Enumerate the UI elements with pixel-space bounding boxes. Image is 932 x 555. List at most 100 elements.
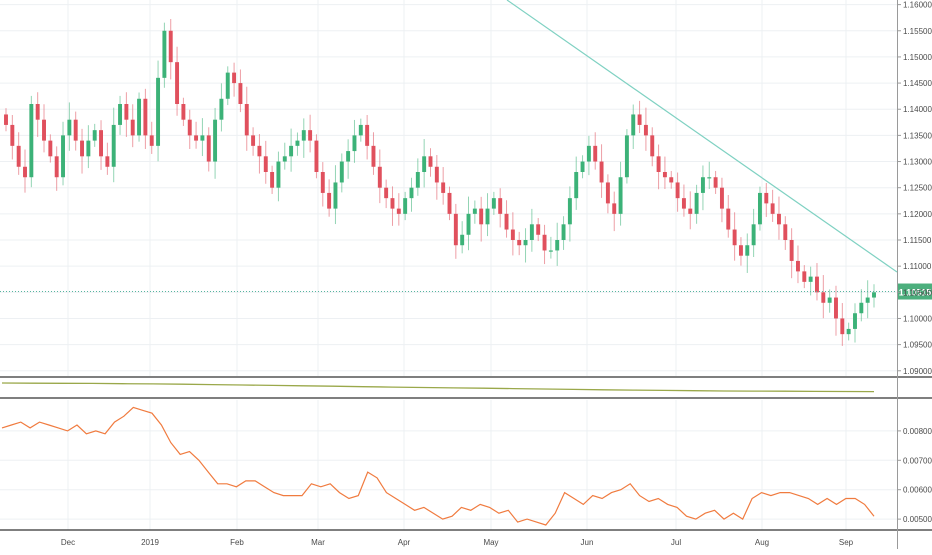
y-tick-label: 1.16000 [903,1,932,10]
candle-up [808,276,813,282]
candle-up [567,198,572,225]
candle-down [637,114,642,125]
candle-up [561,224,566,240]
candle-up [339,161,344,183]
candle-down [105,156,110,167]
indicator-y-tick-label: 0.00800 [903,427,932,436]
candle-up [700,177,705,193]
x-tick-label: Apr [398,538,411,547]
candle-up [548,250,553,252]
candle-down [719,187,724,209]
candle-down [270,172,275,188]
candle-down [377,166,382,188]
candle-up [156,77,161,146]
candle-down [238,83,243,104]
candle-up [358,124,363,136]
upper-indicator-line [1,382,875,393]
lower-indicator-line [1,406,875,526]
x-tick-label: Jun [581,538,594,547]
candle-down [643,124,648,136]
candle-down [371,145,376,167]
candle-down [434,166,439,183]
x-tick-label: Mar [311,538,325,547]
candle-down [599,161,604,183]
y-tick-label: 1.13500 [903,131,932,140]
candle-down [796,260,800,272]
candle-up [872,292,876,298]
y-tick-label: 1.12500 [903,184,932,193]
x-tick-label: Aug [755,538,769,547]
y-tick-label: 1.14500 [903,79,932,88]
candle-down [453,213,458,246]
candle-down [821,292,826,303]
candle-down [650,135,655,157]
candle-down [802,271,807,282]
candle-up [111,124,116,167]
candle-down [390,198,395,209]
candle-up [92,130,97,141]
trendline-layer [506,0,898,273]
candle-down [662,172,667,178]
candle-up [491,198,496,209]
candle-up [276,161,281,188]
y-tick-label: 1.15500 [903,27,932,36]
candle-up [200,135,205,141]
candle-up [827,297,832,303]
last-price-label: 1.10515 [899,288,932,298]
candle-down [770,203,775,214]
candle-down [35,104,40,120]
candle-up [61,135,65,178]
candle-down [54,156,59,178]
candle-down [726,208,731,230]
y-tick-label: 1.10000 [903,314,932,323]
candle-down [479,208,484,225]
x-tick-label: 2019 [141,538,159,547]
candle-down [428,156,433,167]
candlestick-series [4,19,876,346]
candle-down [48,140,53,157]
candle-up [118,104,123,125]
candle-up [137,98,142,136]
candle-down [612,203,617,214]
candle-down [187,119,192,136]
y-tick-label: 1.10500 [903,288,932,297]
candle-up [846,328,851,335]
candle-down [517,240,522,246]
candle-up [472,208,477,214]
candle-down [175,62,180,104]
grid [0,0,897,530]
candle-up [751,224,756,246]
indicator-y-tick-label: 0.00500 [903,515,932,524]
candle-up [618,177,623,214]
candle-up [415,172,420,188]
indicator-y-tick-label: 0.00600 [903,486,932,495]
y-tick-label: 1.14000 [903,105,932,114]
candle-up [523,240,528,246]
candle-up [333,182,338,209]
x-tick-label: May [483,538,498,547]
candle-down [232,72,237,84]
candle-down [669,177,674,183]
candle-up [529,224,534,240]
candle-up [422,156,427,172]
candle-up [460,234,465,246]
candle-down [764,192,769,204]
candle-down [384,187,389,199]
x-tick-label: Jul [671,538,681,547]
candle-up [29,104,34,178]
candle-up [352,135,357,152]
y-tick-label: 1.11000 [903,262,932,271]
candle-up [86,140,91,157]
price-tag [898,283,932,300]
candle-down [263,156,268,172]
candle-up [403,198,408,214]
candle-up [225,72,230,99]
candle-down [713,177,718,188]
candle-up [707,177,712,179]
candle-up [67,119,72,136]
candle-up [580,161,585,172]
candle-down [42,119,46,141]
candle-down [441,182,446,193]
